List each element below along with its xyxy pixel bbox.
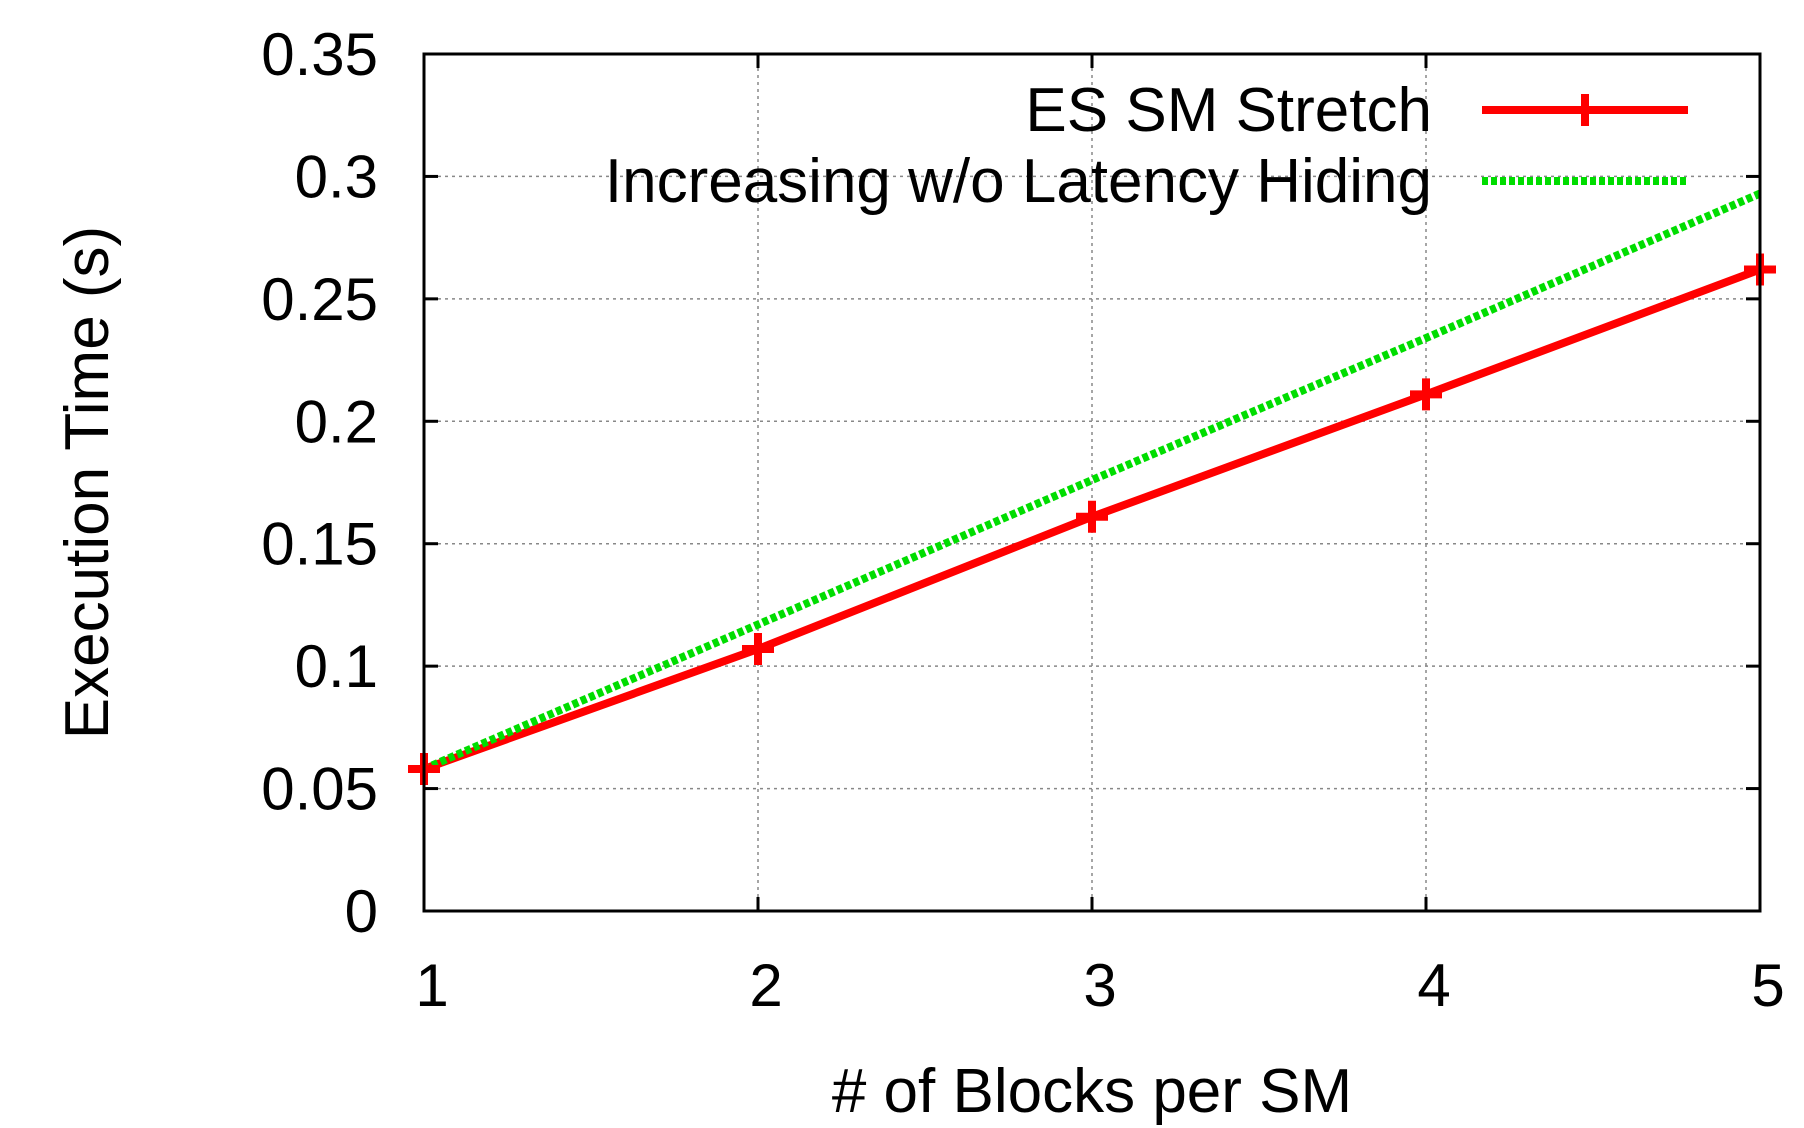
y-axis-title: Execution Time (s) bbox=[53, 226, 122, 739]
y-tick-label: 0.1 bbox=[295, 633, 378, 700]
y-tick-label: 0.25 bbox=[261, 266, 378, 333]
y-tick-label: 0.15 bbox=[261, 511, 378, 578]
legend-label: Increasing w/o Latency Hiding bbox=[605, 147, 1432, 216]
axis-ticks: 0 0.05 0.1 0.15 0.2 0.25 0.3 0.35 1 2 3 4 5 bbox=[261, 21, 1784, 1019]
x-tick-label: 1 bbox=[415, 952, 448, 1019]
y-tick-label: 0 bbox=[345, 878, 378, 945]
y-tick-label: 0.05 bbox=[261, 756, 378, 823]
data-point bbox=[742, 633, 774, 666]
data-point bbox=[1410, 378, 1442, 411]
y-tick-label: 0.3 bbox=[295, 143, 378, 210]
x-tick-label: 5 bbox=[1751, 952, 1784, 1019]
y-tick-label: 0.35 bbox=[261, 21, 378, 88]
grid-lines bbox=[424, 54, 1760, 911]
x-axis-title: # of Blocks per SM bbox=[832, 1057, 1352, 1126]
legend-swatch-marker bbox=[1569, 94, 1601, 126]
data-point bbox=[1076, 500, 1108, 533]
x-tick-label: 2 bbox=[749, 952, 782, 1019]
x-tick-label: 4 bbox=[1417, 952, 1450, 1019]
y-tick-label: 0.2 bbox=[295, 388, 378, 455]
legend-label: ES SM Stretch bbox=[1025, 76, 1432, 145]
x-tick-label: 3 bbox=[1083, 952, 1116, 1019]
